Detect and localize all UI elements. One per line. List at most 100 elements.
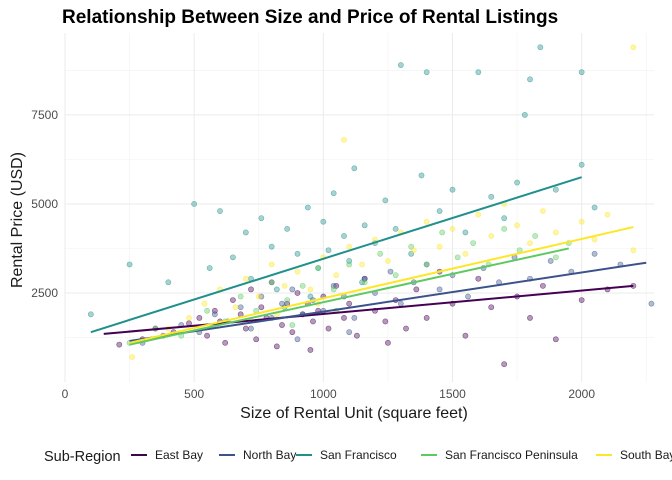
data-point (294, 290, 301, 296)
data-point (423, 314, 430, 321)
data-point (578, 218, 585, 225)
x-tick-label: 2000 (568, 387, 595, 401)
data-point (387, 268, 394, 275)
data-point (397, 62, 404, 68)
data-point (268, 243, 275, 250)
data-point (537, 44, 544, 51)
data-point (346, 261, 353, 268)
legend-title: Sub-Region (44, 449, 121, 465)
data-point (268, 261, 275, 268)
data-point (346, 300, 353, 307)
data-point (273, 343, 280, 350)
data-point (648, 300, 655, 307)
data-point (527, 76, 533, 83)
data-point (488, 304, 495, 311)
data-point (294, 336, 301, 343)
data-point (488, 193, 495, 200)
data-point (248, 286, 254, 293)
data-point (475, 275, 482, 282)
data-point (299, 282, 306, 289)
data-point (237, 293, 244, 300)
data-point (129, 354, 136, 360)
data-point (382, 318, 389, 325)
data-point (341, 136, 347, 143)
data-point (470, 240, 477, 247)
data-point (351, 314, 358, 321)
data-point (346, 243, 353, 250)
data-point (253, 336, 260, 343)
data-point (289, 329, 296, 336)
data-point (423, 218, 430, 225)
data-point (341, 233, 347, 239)
data-point (454, 254, 461, 261)
data-point (475, 69, 482, 76)
data-point (191, 201, 198, 207)
data-point (330, 286, 337, 293)
y-tick-label: 5000 (31, 197, 58, 211)
data-point (488, 233, 495, 239)
data-point (462, 250, 469, 257)
x-tick-label: 0 (62, 387, 69, 401)
data-point (268, 279, 275, 286)
data-point (578, 161, 585, 168)
y-axis-title: Rental Price (USD) (9, 152, 26, 288)
data-point (341, 314, 347, 321)
legend-label: South Bay (620, 448, 672, 462)
data-point (540, 282, 546, 289)
data-point (211, 311, 218, 318)
data-point (294, 250, 301, 257)
data-point (351, 165, 358, 172)
data-point (578, 297, 585, 303)
data-point (204, 332, 210, 339)
data-point (361, 279, 368, 286)
data-point (258, 215, 265, 222)
data-point (501, 225, 508, 232)
data-point (410, 247, 417, 254)
data-point (462, 229, 469, 236)
data-point (230, 254, 236, 261)
data-point (307, 286, 314, 293)
data-point (439, 229, 446, 236)
data-point (186, 314, 192, 321)
data-point (527, 240, 533, 247)
scatter-points (87, 44, 655, 368)
data-point (320, 218, 327, 225)
data-point (449, 225, 456, 232)
data-point (217, 208, 223, 214)
data-point (423, 69, 430, 76)
data-point (392, 272, 399, 279)
data-point (521, 112, 528, 118)
data-point (540, 208, 546, 214)
data-point (284, 297, 291, 303)
data-point (354, 332, 360, 339)
data-point (591, 236, 598, 243)
data-point (346, 329, 353, 336)
data-point (449, 186, 456, 193)
trend-lines (90, 176, 647, 346)
trend-line (129, 226, 634, 344)
trend-line (103, 284, 634, 335)
x-axis-title: Size of Rental Unit (square feet) (240, 405, 468, 422)
x-tick-label: 1000 (310, 387, 337, 401)
data-point (315, 265, 322, 271)
data-point (304, 204, 311, 211)
legend: Sub-Region East Bay North Bay San Francisc… (44, 448, 672, 465)
axis-ticks: 0 500 1000 1500 2000 2500 5000 7500 (31, 108, 595, 401)
data-point (87, 311, 94, 318)
data-point (279, 322, 285, 328)
data-point (196, 314, 203, 321)
data-point (475, 211, 482, 218)
data-point (258, 304, 265, 311)
data-point (501, 215, 508, 222)
data-point (552, 336, 559, 343)
data-point (552, 229, 559, 236)
data-point (418, 172, 425, 179)
legend-label: San Francisco Peninsula (445, 448, 578, 462)
data-point (242, 275, 249, 282)
data-point (385, 258, 391, 264)
chart-title: Relationship Between Size and Price of R… (62, 7, 558, 28)
data-point (307, 347, 314, 353)
data-point (232, 304, 239, 311)
data-point (242, 325, 249, 332)
